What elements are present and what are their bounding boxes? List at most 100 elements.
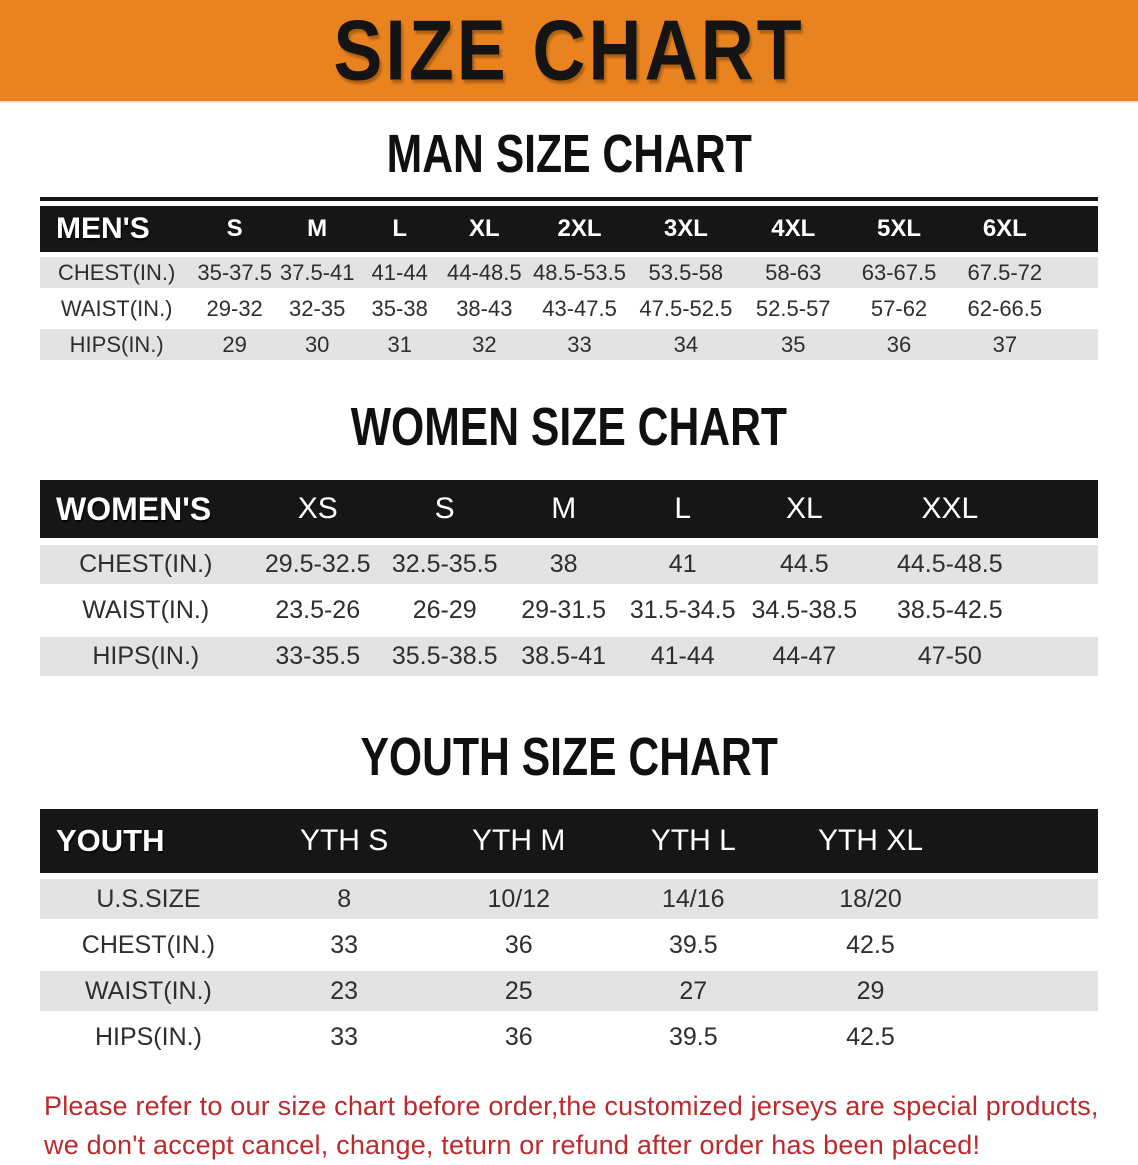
- size-value-cell: 42.5: [780, 1017, 961, 1057]
- size-value-cell: 25: [431, 971, 606, 1011]
- section-heading-text: MAN SIZE CHART: [386, 124, 752, 185]
- spacer-cell: [1034, 591, 1098, 630]
- column-header: XL: [440, 206, 528, 252]
- row-label: HIPS(IN.): [40, 329, 194, 360]
- size-value-cell: 57-62: [846, 293, 952, 324]
- size-value-cell: 23: [256, 971, 432, 1011]
- size-value-cell: 35-37.5: [193, 257, 276, 288]
- size-value-cell: 18/20: [780, 879, 961, 919]
- size-value-cell: 44.5-48.5: [865, 545, 1035, 584]
- size-value-cell: 32.5-35.5: [383, 545, 506, 584]
- size-value-cell: 38.5-41: [505, 637, 622, 676]
- row-label: WAIST(IN.): [40, 293, 194, 324]
- size-value-cell: 36: [431, 925, 606, 965]
- size-value-cell: 41: [621, 545, 744, 584]
- section-heading-men: MAN SIZE CHART: [40, 103, 1098, 197]
- spacer-cell: [1057, 257, 1098, 288]
- size-value-cell: 38: [505, 545, 622, 584]
- youth-size-table: YOUTH YTH S YTH M YTH L YTH XL U.S.SIZE 8 10/12…: [40, 803, 1098, 1063]
- size-value-cell: 31.5-34.5: [621, 591, 744, 630]
- size-value-cell: 63-67.5: [846, 257, 952, 288]
- table-category-label: WOMEN'S: [40, 480, 252, 538]
- header-row: YOUTH YTH S YTH M YTH L YTH XL: [40, 809, 1098, 873]
- size-value-cell: 34.5-38.5: [743, 591, 866, 630]
- disclaimer-text: Please refer to our size chart before or…: [40, 1087, 1098, 1165]
- section-heading-text: WOMEN SIZE CHART: [350, 397, 788, 458]
- row-label: WAIST(IN.): [40, 591, 252, 630]
- size-value-cell: 32: [440, 329, 528, 360]
- column-header: L: [621, 480, 744, 538]
- size-value-cell: 34: [631, 329, 741, 360]
- size-value-cell: 67.5-72: [951, 257, 1058, 288]
- table-category-label: YOUTH: [40, 809, 257, 873]
- table-row: CHEST(IN.) 29.5-32.5 32.5-35.5 38 41 44.5 44.5…: [40, 545, 1098, 584]
- size-value-cell: 29-32: [193, 293, 276, 324]
- spacer-cell: [960, 879, 1098, 919]
- size-value-cell: 44-48.5: [440, 257, 528, 288]
- table-row: WAIST(IN.) 23.5-26 26-29 29-31.5 31.5-34.5 34…: [40, 591, 1098, 630]
- column-header: 6XL: [951, 206, 1058, 252]
- spacer-cell: [1034, 545, 1098, 584]
- size-value-cell: 32-35: [275, 293, 359, 324]
- section-heading-women: WOMEN SIZE CHART: [40, 365, 1098, 473]
- row-label: WAIST(IN.): [40, 971, 257, 1011]
- size-value-cell: 27: [606, 971, 781, 1011]
- table-row: CHEST(IN.) 35-37.5 37.5-41 41-44 44-48.5 48.5…: [40, 257, 1098, 288]
- column-header: YTH M: [431, 809, 606, 873]
- column-header: M: [505, 480, 622, 538]
- header-row: MEN'S S M L XL 2XL 3XL 4XL 5XL 6XL: [40, 206, 1098, 252]
- column-header: YTH L: [606, 809, 781, 873]
- column-header: S: [193, 206, 276, 252]
- table-row: CHEST(IN.) 33 36 39.5 42.5: [40, 925, 1098, 965]
- women-size-table: WOMEN'S XS S M L XL XXL CHEST(IN.) 29.5-32.5 32.5…: [40, 473, 1098, 683]
- size-value-cell: 10/12: [431, 879, 606, 919]
- size-value-cell: 42.5: [780, 925, 961, 965]
- size-value-cell: 36: [846, 329, 952, 360]
- size-value-cell: 62-66.5: [951, 293, 1058, 324]
- column-header: XS: [251, 480, 384, 538]
- table-row: HIPS(IN.) 33 36 39.5 42.5: [40, 1017, 1098, 1057]
- size-value-cell: 53.5-58: [631, 257, 741, 288]
- section-heading-youth: YOUTH SIZE CHART: [40, 683, 1098, 803]
- size-value-cell: 39.5: [606, 925, 781, 965]
- size-value-cell: 35: [740, 329, 847, 360]
- size-chart-content: MAN SIZE CHART MEN'S S M L XL 2XL 3XL 4XL 5XL 6XL C…: [0, 103, 1138, 1165]
- size-value-cell: 33: [256, 925, 432, 965]
- column-header: 5XL: [846, 206, 952, 252]
- column-header: M: [275, 206, 359, 252]
- size-value-cell: 31: [358, 329, 441, 360]
- spacer-cell: [1034, 480, 1098, 538]
- size-value-cell: 14/16: [606, 879, 781, 919]
- spacer-cell: [1034, 637, 1098, 676]
- spacer-cell: [960, 1017, 1098, 1057]
- row-label: HIPS(IN.): [40, 1017, 257, 1057]
- men-size-table: MEN'S S M L XL 2XL 3XL 4XL 5XL 6XL CHEST(IN.) 35-37…: [40, 201, 1098, 365]
- spacer-cell: [960, 925, 1098, 965]
- size-value-cell: 37: [951, 329, 1058, 360]
- table-top-rule: [40, 197, 1098, 201]
- size-value-cell: 38.5-42.5: [865, 591, 1035, 630]
- size-value-cell: 44-47: [743, 637, 866, 676]
- column-header: XXL: [865, 480, 1035, 538]
- row-label: CHEST(IN.): [40, 545, 252, 584]
- banner: SIZE CHART: [0, 0, 1138, 103]
- size-value-cell: 33: [256, 1017, 432, 1057]
- size-value-cell: 47.5-52.5: [631, 293, 741, 324]
- spacer-cell: [1057, 329, 1098, 360]
- column-header: S: [383, 480, 506, 538]
- table-row: WAIST(IN.) 29-32 32-35 35-38 38-43 43-47.5 47.…: [40, 293, 1098, 324]
- spacer-cell: [960, 809, 1098, 873]
- table-row: WAIST(IN.) 23 25 27 29: [40, 971, 1098, 1011]
- size-value-cell: 47-50: [865, 637, 1035, 676]
- size-value-cell: 41-44: [621, 637, 744, 676]
- size-section-men: MAN SIZE CHART MEN'S S M L XL 2XL 3XL 4XL 5XL 6XL C…: [40, 103, 1098, 365]
- column-header: 2XL: [527, 206, 632, 252]
- size-value-cell: 29.5-32.5: [251, 545, 384, 584]
- size-value-cell: 52.5-57: [740, 293, 847, 324]
- size-value-cell: 30: [275, 329, 359, 360]
- table-row: HIPS(IN.) 29 30 31 32 33 34 35 36 37: [40, 329, 1098, 360]
- spacer-cell: [960, 971, 1098, 1011]
- row-label: HIPS(IN.): [40, 637, 252, 676]
- size-value-cell: 29: [780, 971, 961, 1011]
- row-label: CHEST(IN.): [40, 925, 257, 965]
